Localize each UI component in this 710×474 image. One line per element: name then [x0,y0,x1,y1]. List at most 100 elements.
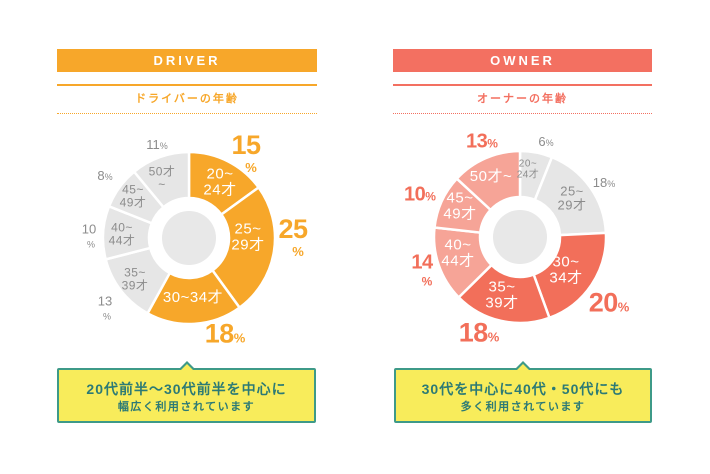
owner-chart-title: オーナーの年齢 [477,93,568,105]
value-unit: % [102,311,111,322]
driver-header-bar: DRIVER [57,49,317,72]
slice-label-line: 45~ [446,189,474,207]
value-unit: % [421,274,433,289]
driver-header-rule [57,84,317,86]
value-number: 18 [592,175,608,190]
value-unit: % [86,239,95,250]
slice-label-line: 34才 [549,269,583,286]
driver-avatar-background [162,211,216,265]
value-number: 10 [81,221,97,237]
slice-label-line: 50才 [148,164,176,179]
slice-label-line: 44才 [108,233,136,247]
slice-label-line: 25~ [234,220,262,238]
value-unit: % [233,330,246,346]
slice-label-line: 39才 [485,294,519,311]
slice-label-line: 49才 [443,205,477,222]
value-unit: % [159,141,168,151]
owner-avatar-background [493,210,547,264]
driver-value-label: 8% [97,167,112,185]
value-number: 13 [97,293,113,309]
driver-value-label: 11% [146,136,168,154]
slice-label-line: 30~34才 [162,289,224,307]
owner-header-bar: OWNER [393,49,652,72]
value-number: 18 [204,318,235,349]
value-number: 8 [97,168,105,183]
value-unit: % [245,160,257,175]
owner-value-label: 20% [588,287,630,318]
owner-slice-label: 35~ 39才 [485,279,518,311]
slice-label-line: 25~ [560,183,584,199]
driver-slice-6 [132,150,191,209]
slice-label-line: 40~ [111,220,133,235]
driver-value-label: 10% [82,221,96,250]
slice-label-line: 50才~ [469,168,513,186]
driver-slice-label: 50才 ~ [149,165,176,190]
owner-callout-line-1: 30代を中心に40代・50代にも [421,381,625,397]
owner-value-label: 18% [593,174,615,192]
slice-label-line: 24才 [516,169,540,180]
driver-value-label: 13% [98,293,112,322]
value-unit: % [425,189,436,204]
owner-value-label: 14% [411,251,433,289]
driver-slice-1 [210,185,277,310]
slice-label-line: 39才 [121,278,149,292]
value-unit: % [104,172,113,182]
owner-slice-label: 20~ 24才 [516,158,540,181]
value-number: 18 [458,317,489,348]
owner-slice-2 [532,231,608,320]
driver-slice-label: 40~ 44才 [109,221,136,246]
value-number: 13 [466,130,488,153]
slice-label-line: 20~ [206,165,234,183]
value-number: 14 [411,251,433,274]
owner-slice-label: 50才~ [470,169,512,185]
driver-slice-label: 20~ 24才 [203,166,236,198]
value-unit: % [617,299,630,315]
slice-label-line: 29才 [557,197,587,212]
value-unit: % [292,244,304,259]
owner-value-label: 18% [458,317,500,348]
driver-slice-label: 35~ 39才 [122,266,149,291]
slice-label-line: 45~ [122,182,144,197]
value-unit: % [487,329,500,345]
driver-callout-line-1: 20代前半～30代前半を中心に [86,381,287,397]
value-number: 15 [231,130,261,160]
slice-label-line: 49才 [119,195,147,209]
owner-callout: 30代を中心に40代・50代にも 多く利用されています [394,361,652,423]
owner-header-rule [393,84,652,86]
driver-value-label: 15% [231,130,261,175]
owner-slice-label: 30~ 34才 [549,254,582,286]
driver-slice-label: 25~ 29才 [231,221,264,253]
driver-slice-label: 45~ 49才 [120,183,147,208]
owner-value-label: 10% [404,185,436,206]
driver-value-label: 25% [278,214,308,259]
slice-label-line: 44才 [441,252,475,269]
owner-slice-label: 45~ 49才 [443,190,476,222]
value-number: 11 [146,137,160,152]
owner-value-label: 6% [538,133,553,151]
driver-callout-line-2: 幅広く利用されています [117,401,256,413]
driver-value-label: 18% [204,318,246,349]
slice-label-line: 35~ [488,278,516,296]
owner-slice-label: 25~ 29才 [558,184,587,211]
driver-slice-label: 30~34才 [163,290,223,306]
driver-header-label: DRIVER [153,53,221,68]
driver-chart-title: ドライバーの年齢 [135,93,239,105]
owner-slice-6 [455,149,522,212]
driver-donut-chart [101,150,277,326]
owner-donut-chart [432,149,608,325]
owner-dotted-divider [393,113,652,114]
owner-callout-line-2: 多く利用されています [460,401,586,413]
value-unit: % [545,138,554,148]
value-number: 10 [404,183,426,206]
value-number: 6 [538,134,546,149]
driver-callout: 20代前半～30代前半を中心に 幅広く利用されています [57,361,316,423]
value-number: 20 [588,287,619,318]
driver-dotted-divider [57,113,317,114]
slice-label-line: ~ [158,177,166,191]
value-unit: % [487,136,498,151]
owner-header-label: OWNER [490,53,555,68]
value-number: 25 [278,214,308,244]
slice-label-line: 20~ [518,158,538,170]
slice-label-line: 40~ [444,236,472,254]
owner-slice-label: 40~ 44才 [441,237,474,269]
